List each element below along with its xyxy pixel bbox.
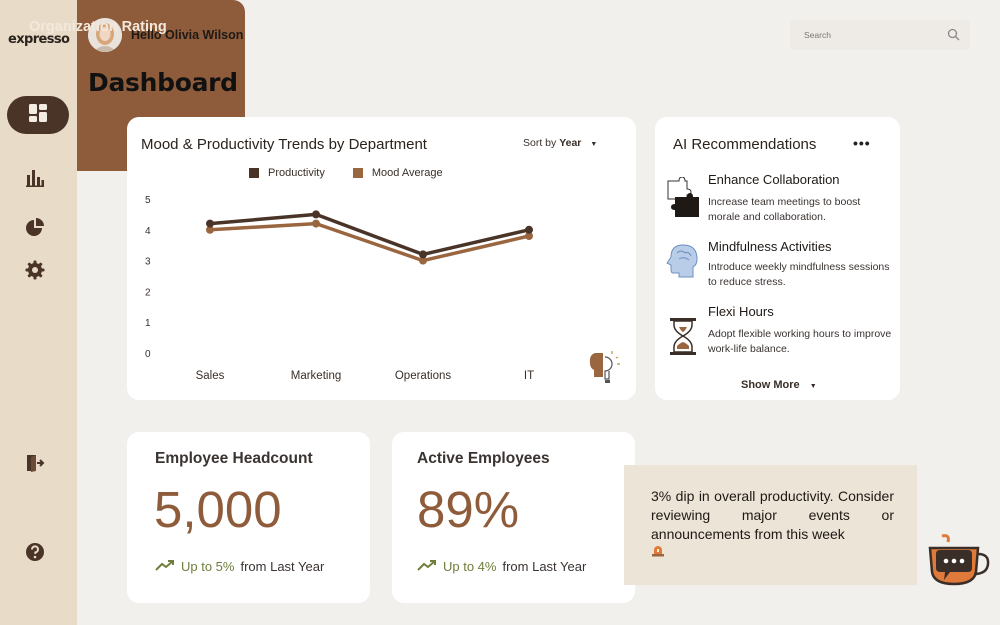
trend-line-chart: 5 4 3 2 1 0 Sales Marketing Operations IT — [145, 195, 534, 382]
x-tick-label: Marketing — [291, 370, 342, 382]
sort-dropdown[interactable]: Sort by Year ▼ — [523, 137, 597, 149]
nav-reports[interactable] — [24, 217, 46, 242]
data-point[interactable] — [206, 225, 214, 234]
search-box[interactable]: Search — [790, 20, 970, 50]
trend-up-icon — [417, 559, 437, 574]
idea-head-icon — [587, 349, 621, 390]
data-point[interactable] — [206, 219, 214, 228]
hourglass-icon — [665, 316, 701, 356]
y-tick-label: 2 — [145, 287, 151, 298]
recommendation-desc: Increase team meetings to boost morale a… — [708, 196, 861, 223]
trend-change: Up to 5% — [181, 559, 235, 574]
show-more-button[interactable]: Show More ▼ — [741, 379, 817, 391]
trend-period: from Last Year — [240, 559, 325, 574]
chart-legend: Productivity Mood Average — [249, 167, 443, 179]
chat-assistant-button[interactable] — [926, 534, 992, 594]
stat-value: 89% — [417, 481, 520, 538]
legend-swatch — [352, 168, 363, 178]
stat-trend: Up to 5% from Last Year — [155, 559, 324, 574]
org-card-title: Organization Rating — [29, 19, 167, 35]
x-tick-label: Operations — [395, 370, 452, 382]
recommendation-title: Flexi Hours — [708, 304, 774, 319]
bar-chart-icon — [25, 167, 45, 192]
trend-up-icon — [155, 559, 175, 574]
trend-period: from Last Year — [502, 559, 587, 574]
stat-value: 5,000 — [154, 481, 282, 538]
active-employees-card: Active Employees 89% Up to 4% from Last … — [392, 432, 635, 603]
recommendation-desc: Introduce weekly mindfulness sessions to… — [708, 261, 890, 288]
recommendation-desc: Adopt flexible working hours to improve … — [708, 328, 892, 355]
help-icon — [25, 542, 45, 567]
x-tick-label: IT — [524, 370, 534, 382]
legend-label: Productivity — [268, 167, 325, 179]
data-point[interactable] — [312, 210, 320, 219]
y-tick-label: 4 — [145, 226, 151, 237]
page-title: Dashboard — [88, 68, 238, 97]
ai-recommendations-card: AI Recommendations ••• Enhance Collabora… — [655, 117, 900, 400]
legend-swatch — [249, 168, 259, 178]
headcount-card: Employee Headcount 5,000 Up to 5% from L… — [127, 432, 370, 603]
nav-help[interactable] — [24, 542, 46, 567]
productivity-alert: 3% dip in overall productivity. Consider… — [624, 465, 917, 585]
sort-prefix: Sort by — [523, 137, 557, 149]
siren-icon — [651, 543, 665, 562]
data-point[interactable] — [525, 232, 533, 240]
sidebar: expresso — [0, 0, 77, 625]
x-tick-label: Sales — [196, 370, 225, 382]
series-line-mood-average — [209, 221, 530, 263]
chevron-down-icon: ▼ — [809, 383, 817, 390]
y-tick-label: 5 — [145, 195, 151, 206]
recommendation-title: Mindfulness Activities — [708, 239, 832, 254]
stat-trend: Up to 4% from Last Year — [417, 559, 586, 574]
nav-analytics[interactable] — [24, 168, 46, 190]
series-line-productivity — [209, 212, 530, 257]
chart-title: Mood & Productivity Trends by Department — [141, 136, 427, 153]
search-input[interactable]: Search — [804, 30, 831, 40]
dashboard-icon — [28, 103, 48, 128]
data-point[interactable] — [419, 250, 427, 259]
stat-title: Active Employees — [417, 450, 550, 467]
avatar[interactable] — [88, 18, 122, 52]
data-point[interactable] — [419, 256, 427, 265]
y-tick-label: 1 — [145, 318, 151, 329]
show-more-label: Show More — [741, 379, 800, 391]
user-greeting: Hello Olivia Wilson — [131, 28, 244, 42]
search-icon[interactable] — [947, 28, 960, 46]
legend-label: Mood Average — [371, 167, 443, 179]
data-point[interactable] — [525, 225, 533, 234]
recommendation-title: Enhance Collaboration — [708, 172, 840, 187]
puzzle-icon — [665, 176, 701, 217]
y-tick-label: 0 — [145, 349, 151, 360]
alert-text: 3% dip in overall productivity. Consider… — [651, 488, 894, 542]
nav-dashboard[interactable] — [7, 96, 69, 134]
nav-settings[interactable] — [24, 260, 46, 285]
ai-card-title: AI Recommendations — [673, 136, 817, 153]
legend-item: Mood Average — [352, 167, 443, 179]
legend-item: Productivity — [249, 167, 325, 179]
trend-change: Up to 4% — [443, 559, 497, 574]
more-options-icon[interactable]: ••• — [853, 135, 871, 151]
trend-chart-card: Mood & Productivity Trends by Department… — [127, 117, 636, 400]
nav-logout[interactable] — [24, 454, 46, 476]
brain-icon — [665, 243, 701, 283]
brand-logo: expresso — [8, 32, 70, 47]
logout-icon — [25, 453, 45, 478]
gear-icon — [25, 260, 45, 285]
data-point[interactable] — [312, 219, 320, 228]
coffee-chat-icon — [926, 534, 992, 598]
y-tick-label: 3 — [145, 257, 151, 268]
chevron-down-icon: ▼ — [590, 141, 598, 148]
sort-value: Year — [559, 137, 582, 149]
stat-title: Employee Headcount — [155, 450, 313, 467]
pie-chart-icon — [25, 217, 45, 242]
